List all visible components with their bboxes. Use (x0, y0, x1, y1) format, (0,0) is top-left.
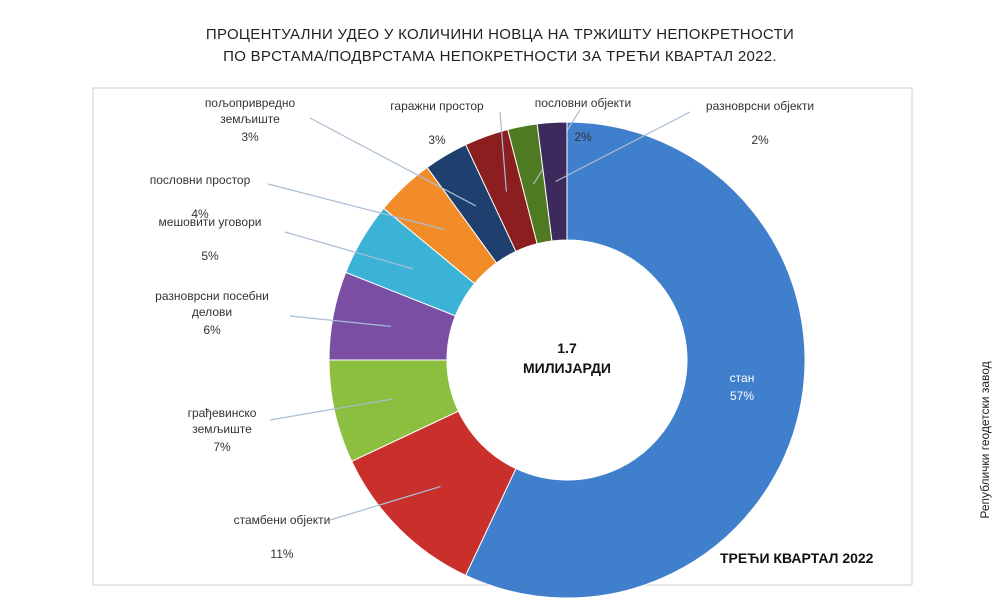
donut-slice (464, 121, 806, 599)
center-label: МИЛИЈАРДИ (523, 360, 611, 376)
value-label: 6% (203, 323, 221, 337)
leader-line (309, 117, 477, 207)
chart-title: ПО ВРСТАМА/ПОДВРСТАМА НЕПОКРЕТНОСТИ ЗА Т… (223, 48, 777, 65)
slice-label: пословни објекти (534, 96, 632, 110)
slice-label: мешовити уговори (158, 215, 262, 229)
leader-line (555, 111, 691, 182)
slice-label: пословни простор (149, 173, 251, 187)
source: Републички геодетски завод (978, 361, 992, 519)
slice-label: разноврсни објекти (705, 99, 815, 113)
leader-line (269, 398, 393, 421)
slice-label: стан (729, 371, 755, 385)
slice-label: разноврсни посебни делови (155, 289, 269, 319)
value-label: 11% (270, 547, 294, 561)
value-label: 2% (574, 130, 592, 144)
slice-label: грађевинско земљиште (187, 406, 257, 436)
value-label: 7% (213, 440, 231, 454)
center-value: 1.7 (557, 340, 577, 356)
slice-label: пољопривредно земљиште (204, 96, 296, 126)
leader-line (499, 111, 507, 192)
value-label: 5% (201, 249, 219, 263)
value-label: 2% (751, 133, 769, 147)
value-label: 3% (241, 130, 259, 144)
slice-label: стамбени објекти (233, 513, 331, 527)
slice-label: гаражни простор (390, 99, 484, 113)
value-label: 3% (428, 133, 446, 147)
leader-line (267, 183, 445, 231)
value-label: 57% (729, 389, 755, 403)
donut-slice (536, 121, 568, 242)
chart-title: ПРОЦЕНТУАЛНИ УДЕО У КОЛИЧИНИ НОВЦА НА ТР… (205, 26, 795, 43)
leader-line (289, 315, 392, 328)
leader-line (284, 231, 414, 270)
leader-line (329, 485, 441, 521)
value-label: 4% (191, 207, 209, 221)
corner-note: ТРЕЋИ КВАРТАЛ 2022 (720, 550, 874, 566)
